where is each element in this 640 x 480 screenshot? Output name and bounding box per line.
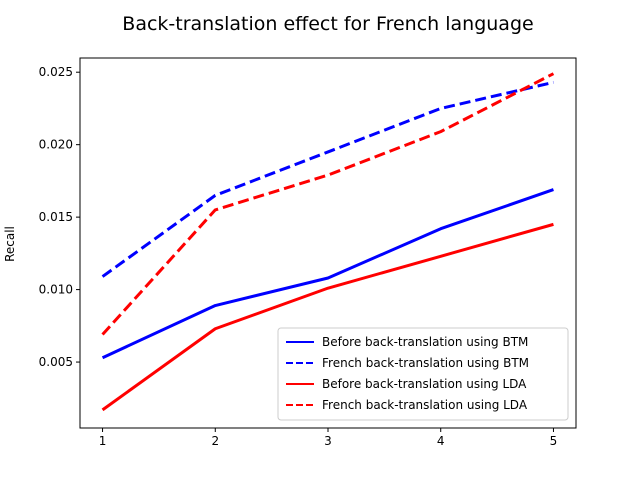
chart-title: Back-translation effect for French langu… — [122, 13, 533, 35]
legend: Before back-translation using BTM French … — [277, 327, 569, 421]
y-axis-label: Recall — [3, 226, 17, 262]
series-line-1 — [101, 188, 554, 360]
x-tick-label: 2 — [211, 434, 219, 448]
series-line-4 — [101, 72, 555, 336]
series-line-2 — [101, 80, 554, 278]
legend-label-2: French back-translation using BTM — [322, 356, 529, 370]
y-tick-label: 0.010 — [39, 283, 73, 297]
y-tick-label: 0.020 — [39, 138, 73, 152]
x-tick-label: 3 — [324, 434, 332, 448]
y-tick-label: 0.025 — [39, 65, 73, 79]
y-tick-label: 0.005 — [39, 355, 73, 369]
legend-box — [277, 327, 569, 421]
y-tick-label: 0.015 — [39, 210, 73, 224]
legend-label-4: French back-translation using LDA — [322, 398, 528, 412]
series-line-3 — [101, 222, 554, 412]
legend-label-3: Before back-translation using LDA — [322, 377, 527, 391]
legend-label-1: Before back-translation using BTM — [322, 335, 528, 349]
x-axis-ticks: 1 2 3 4 5 — [99, 428, 558, 448]
x-tick-label: 1 — [99, 434, 107, 448]
x-tick-label: 5 — [550, 434, 558, 448]
series-lines — [101, 72, 555, 412]
x-tick-label: 4 — [437, 434, 445, 448]
y-axis-ticks: 0.005 0.010 0.015 0.020 0.025 — [39, 65, 80, 369]
